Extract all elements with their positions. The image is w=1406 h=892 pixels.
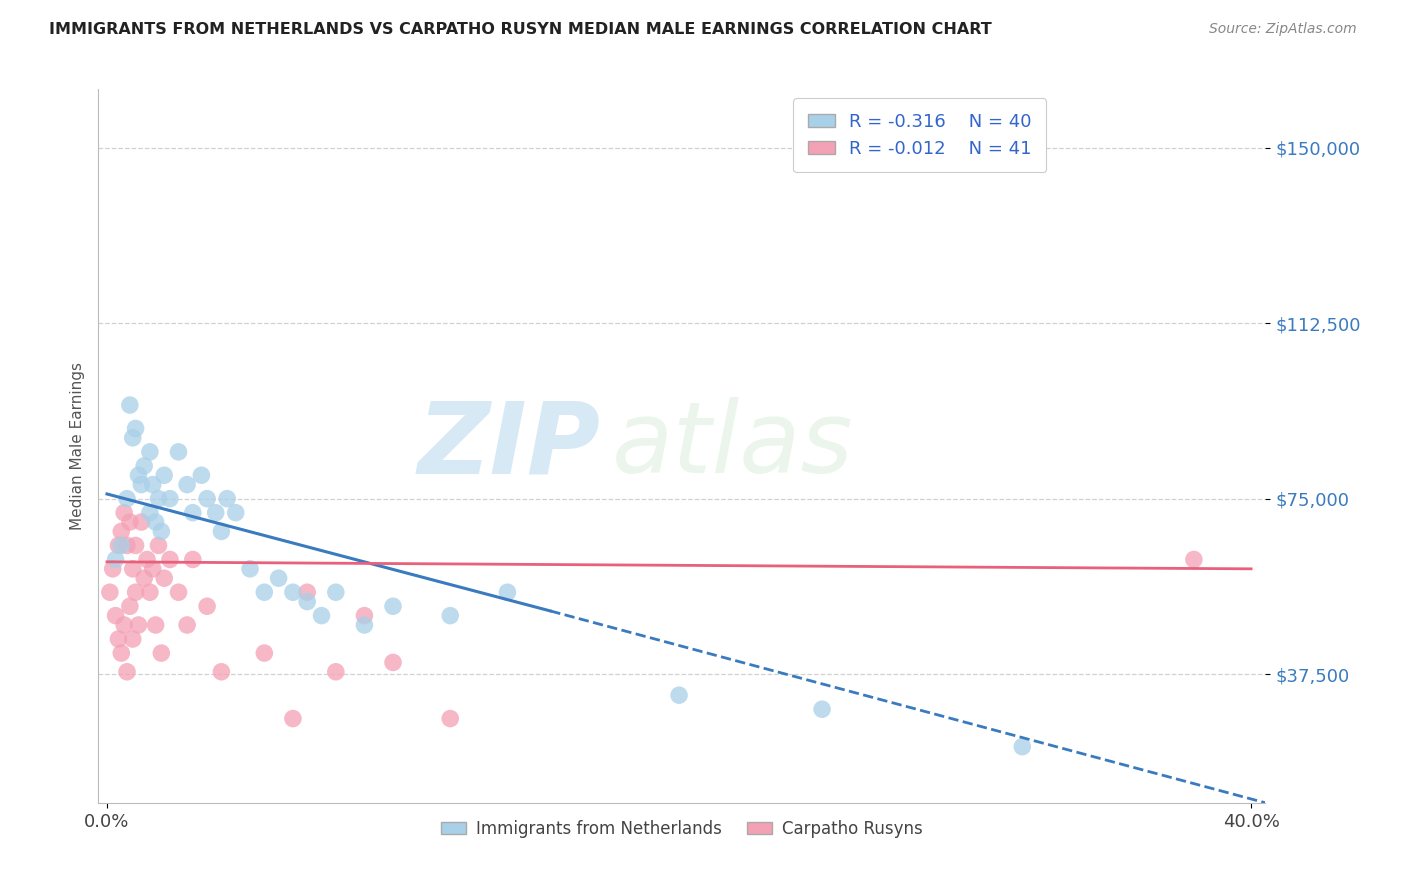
- Point: [153, 468, 176, 483]
- Point: [353, 618, 375, 632]
- Point: [98, 585, 121, 599]
- Point: [209, 665, 232, 679]
- Point: [239, 562, 262, 576]
- Point: [281, 712, 304, 726]
- Point: [107, 632, 129, 646]
- Point: [204, 506, 226, 520]
- Point: [176, 618, 198, 632]
- Point: [311, 608, 333, 623]
- Point: [139, 585, 162, 599]
- Point: [127, 468, 149, 483]
- Point: [217, 491, 239, 506]
- Point: [176, 477, 198, 491]
- Point: [101, 562, 124, 576]
- Point: [181, 506, 204, 520]
- Point: [148, 491, 170, 506]
- Point: [124, 538, 146, 552]
- Point: [209, 524, 232, 539]
- Point: [811, 702, 834, 716]
- Point: [148, 538, 170, 552]
- Point: [439, 608, 461, 623]
- Point: [131, 477, 153, 491]
- Point: [181, 552, 204, 566]
- Point: [297, 594, 319, 608]
- Point: [134, 458, 156, 473]
- Point: [118, 515, 141, 529]
- Point: [118, 599, 141, 614]
- Point: [159, 552, 181, 566]
- Text: IMMIGRANTS FROM NETHERLANDS VS CARPATHO RUSYN MEDIAN MALE EARNINGS CORRELATION C: IMMIGRANTS FROM NETHERLANDS VS CARPATHO …: [49, 22, 993, 37]
- Point: [142, 562, 165, 576]
- Point: [110, 646, 132, 660]
- Point: [150, 646, 173, 660]
- Point: [225, 506, 247, 520]
- Point: [190, 468, 212, 483]
- Point: [253, 646, 276, 660]
- Point: [110, 524, 132, 539]
- Point: [136, 552, 159, 566]
- Point: [153, 571, 176, 585]
- Point: [118, 398, 141, 412]
- Point: [1011, 739, 1033, 754]
- Point: [110, 538, 132, 552]
- Point: [142, 477, 165, 491]
- Text: ZIP: ZIP: [418, 398, 600, 494]
- Point: [145, 515, 167, 529]
- Point: [121, 431, 143, 445]
- Y-axis label: Median Male Earnings: Median Male Earnings: [69, 362, 84, 530]
- Point: [382, 599, 405, 614]
- Point: [127, 618, 149, 632]
- Point: [121, 562, 143, 576]
- Point: [104, 552, 127, 566]
- Point: [267, 571, 290, 585]
- Point: [124, 421, 146, 435]
- Point: [353, 608, 375, 623]
- Point: [325, 665, 347, 679]
- Legend: Immigrants from Netherlands, Carpatho Rusyns: Immigrants from Netherlands, Carpatho Ru…: [434, 814, 929, 845]
- Text: atlas: atlas: [612, 398, 853, 494]
- Point: [139, 445, 162, 459]
- Point: [150, 524, 173, 539]
- Point: [131, 515, 153, 529]
- Point: [115, 538, 138, 552]
- Point: [195, 599, 218, 614]
- Point: [253, 585, 276, 599]
- Point: [121, 632, 143, 646]
- Point: [124, 585, 146, 599]
- Point: [115, 665, 138, 679]
- Point: [112, 506, 135, 520]
- Point: [325, 585, 347, 599]
- Point: [134, 571, 156, 585]
- Point: [115, 491, 138, 506]
- Point: [107, 538, 129, 552]
- Point: [139, 506, 162, 520]
- Point: [382, 656, 405, 670]
- Point: [439, 712, 461, 726]
- Point: [1182, 552, 1205, 566]
- Point: [112, 618, 135, 632]
- Text: Source: ZipAtlas.com: Source: ZipAtlas.com: [1209, 22, 1357, 37]
- Point: [496, 585, 519, 599]
- Point: [104, 608, 127, 623]
- Point: [297, 585, 319, 599]
- Point: [668, 688, 690, 702]
- Point: [145, 618, 167, 632]
- Point: [167, 585, 190, 599]
- Point: [195, 491, 218, 506]
- Point: [159, 491, 181, 506]
- Point: [281, 585, 304, 599]
- Point: [167, 445, 190, 459]
